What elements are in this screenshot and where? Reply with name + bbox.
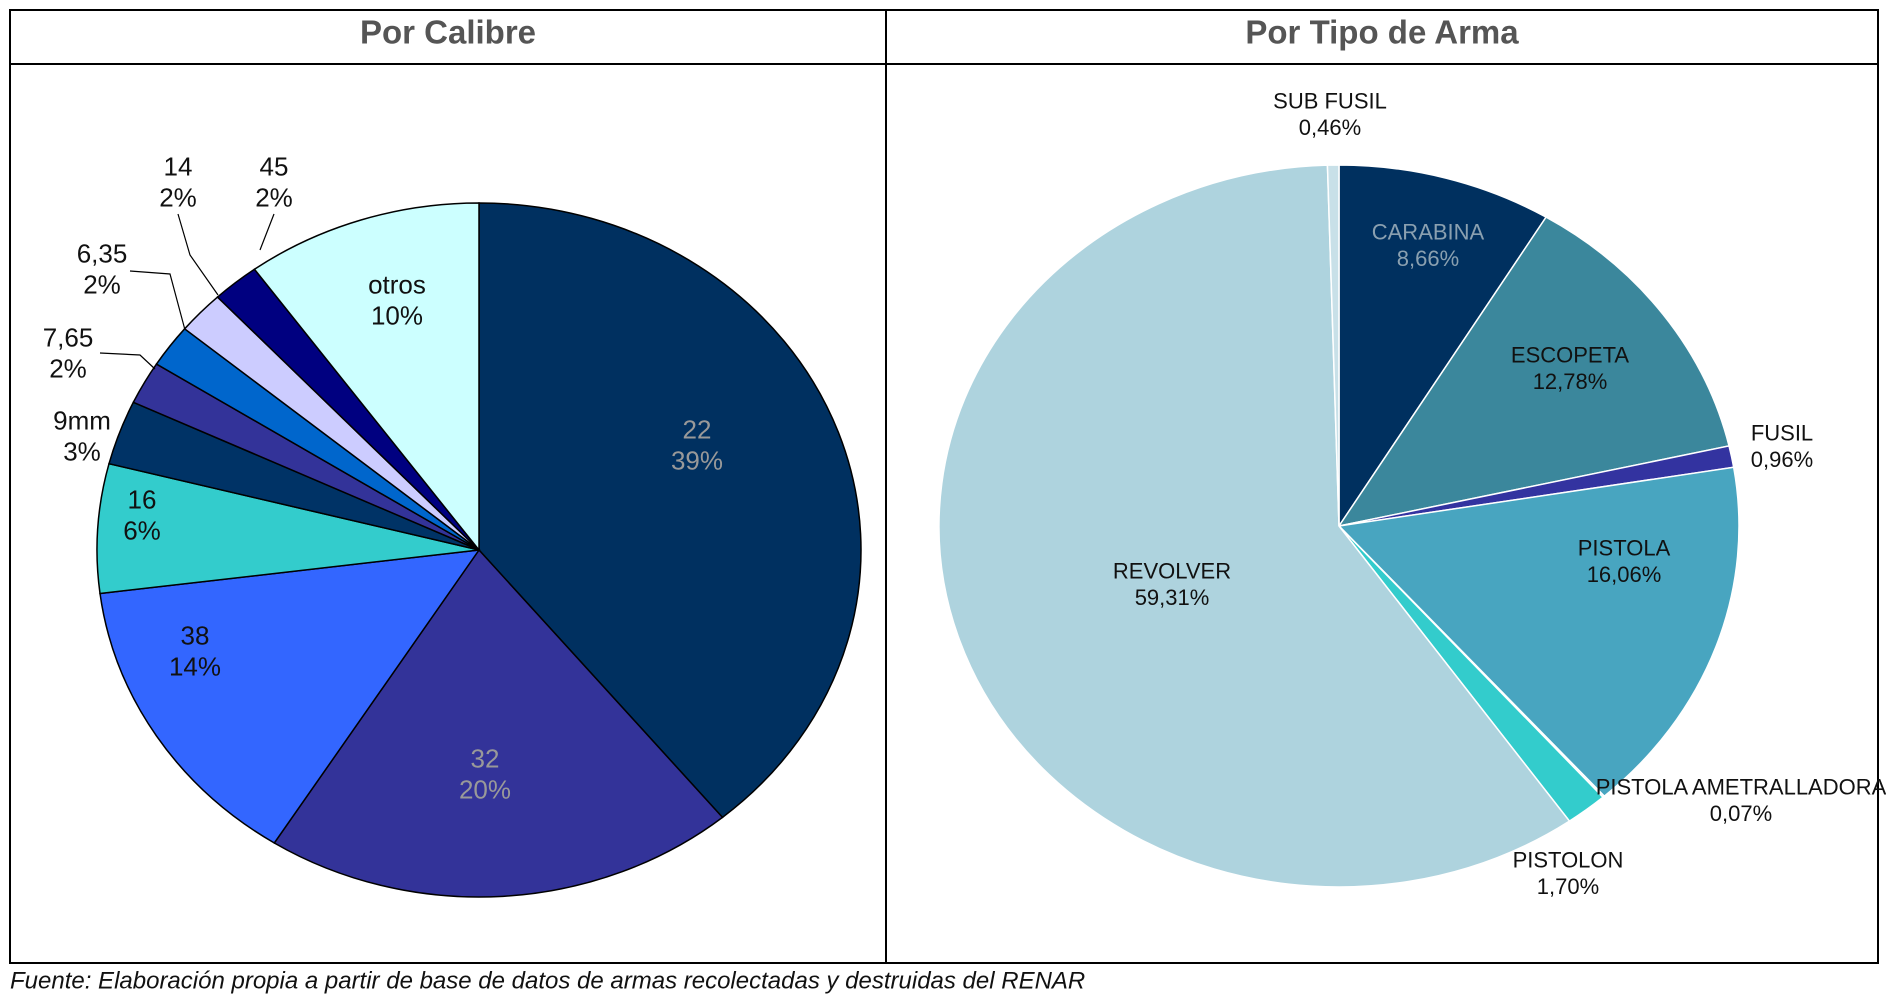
category-label: 7,65 bbox=[43, 322, 94, 352]
slice-label: 142% bbox=[159, 151, 197, 212]
category-label: PISTOLA AMETRALLADORA bbox=[1596, 775, 1886, 800]
source-note: Fuente: Elaboración propia a partir de b… bbox=[10, 967, 1085, 994]
value-label: 8,66% bbox=[1397, 246, 1459, 271]
slice-label: 452% bbox=[255, 151, 293, 212]
category-label: 16 bbox=[128, 484, 157, 514]
value-label: 6% bbox=[123, 515, 161, 545]
category-label: SUB FUSIL bbox=[1273, 89, 1387, 114]
value-label: 39% bbox=[671, 445, 723, 475]
category-label: REVOLVER bbox=[1113, 559, 1231, 584]
pie-slice bbox=[1337, 466, 1740, 798]
category-label: PISTOLON bbox=[1513, 848, 1624, 873]
leader-line bbox=[99, 352, 156, 370]
value-label: 2% bbox=[159, 182, 197, 212]
table-frame bbox=[9, 9, 1879, 964]
value-label: 59,31% bbox=[1135, 585, 1210, 610]
value-label: 2% bbox=[49, 353, 87, 383]
value-label: 0,46% bbox=[1299, 115, 1361, 140]
value-label: 0,96% bbox=[1751, 447, 1813, 472]
category-label: 22 bbox=[683, 414, 712, 444]
category-label: CARABINA bbox=[1372, 220, 1485, 245]
pie-slice bbox=[1338, 164, 1548, 529]
chart-title: Por Calibre bbox=[360, 14, 536, 51]
value-label: 0,07% bbox=[1710, 801, 1772, 826]
value-label: 3% bbox=[63, 436, 101, 466]
category-label: 32 bbox=[471, 743, 500, 773]
value-label: 12,78% bbox=[1533, 369, 1608, 394]
category-label: 14 bbox=[164, 151, 193, 181]
value-label: 1,70% bbox=[1537, 874, 1599, 899]
slice-label: 6,352% bbox=[77, 238, 128, 299]
category-label: 45 bbox=[260, 151, 289, 181]
slice-label: 166% bbox=[123, 484, 161, 545]
pie-slice bbox=[253, 202, 480, 553]
chart-title: Por Tipo de Arma bbox=[1245, 14, 1519, 51]
category-label: ESCOPETA bbox=[1511, 343, 1630, 368]
pie-slice bbox=[938, 164, 1571, 888]
value-label: 2% bbox=[83, 269, 121, 299]
pie-slice bbox=[1337, 216, 1730, 528]
pie-slice bbox=[273, 548, 724, 898]
leader-line bbox=[177, 213, 219, 296]
category-label: FUSIL bbox=[1751, 421, 1813, 446]
slice-label: 7,652% bbox=[43, 322, 94, 383]
value-label: 16,06% bbox=[1587, 562, 1662, 587]
leader-line bbox=[259, 213, 275, 251]
value-label: 2% bbox=[255, 182, 293, 212]
category-label: PISTOLA bbox=[1578, 536, 1671, 561]
pie-slice bbox=[99, 549, 481, 844]
value-label: 20% bbox=[459, 774, 511, 804]
category-label: 9mm bbox=[53, 405, 111, 435]
value-label: 14% bbox=[169, 651, 221, 681]
leader-line bbox=[129, 270, 186, 331]
pie-slice bbox=[1326, 164, 1340, 527]
pie-slice bbox=[478, 202, 862, 819]
category-label: 38 bbox=[181, 620, 210, 650]
pie-slice bbox=[96, 462, 480, 595]
category-label: 6,35 bbox=[77, 238, 128, 268]
value-label: 10% bbox=[371, 300, 423, 330]
category-label: otros bbox=[368, 269, 426, 299]
